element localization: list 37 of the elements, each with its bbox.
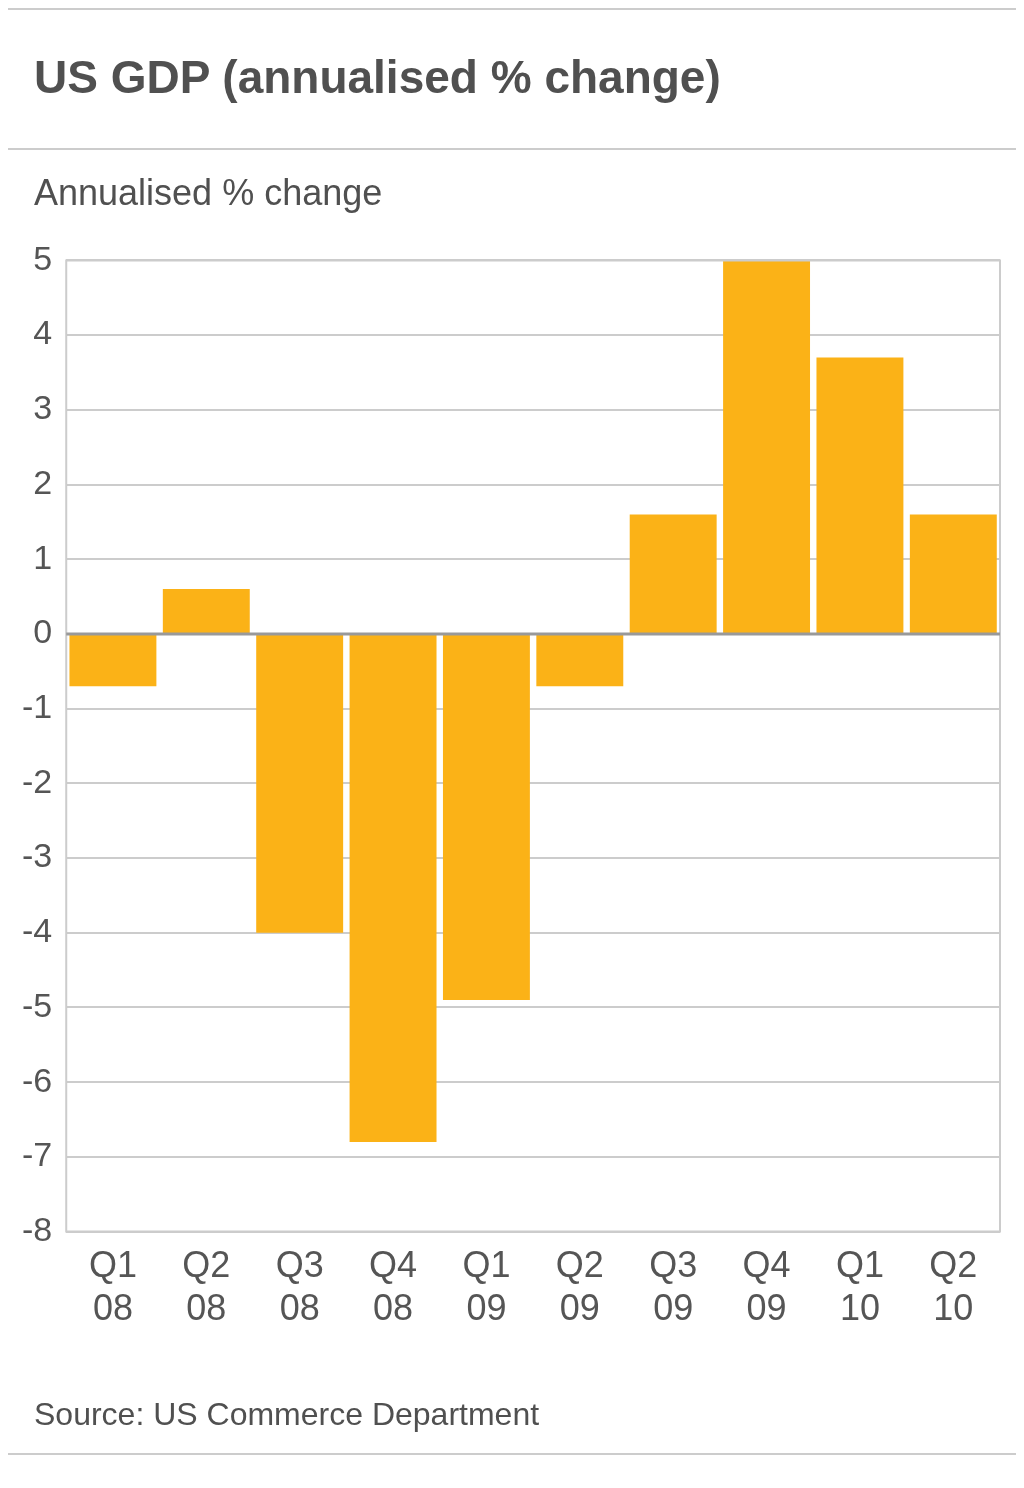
y-tick-label: -6: [22, 1060, 53, 1099]
bar: [69, 634, 157, 687]
y-axis-title: Annualised % change: [33, 171, 384, 214]
y-tick-label: 5: [33, 238, 53, 277]
x-tick-label: Q4 09: [742, 1244, 791, 1329]
y-tick-label: 1: [33, 537, 53, 576]
y-tick-label: -8: [22, 1209, 53, 1248]
bar: [723, 260, 811, 633]
y-tick-label: -4: [22, 911, 53, 950]
x-tick-label: Q3 09: [649, 1244, 698, 1329]
bar: [162, 589, 250, 633]
y-tick-label: -3: [22, 836, 53, 875]
x-tick-label: Q2 08: [182, 1244, 231, 1329]
y-tick-label: -2: [22, 761, 53, 800]
bar: [349, 634, 437, 1142]
x-tick-label: Q2 09: [555, 1244, 604, 1329]
bar: [256, 634, 344, 933]
bar: [909, 514, 997, 633]
x-tick-label: Q1 08: [88, 1244, 137, 1329]
x-tick-label: Q3 08: [275, 1244, 324, 1329]
bar: [629, 514, 717, 633]
y-tick-label: 2: [33, 462, 53, 501]
x-tick-label: Q2 10: [929, 1244, 978, 1329]
y-tick-label: -1: [22, 687, 53, 726]
y-tick-label: 0: [33, 612, 53, 651]
bar: [536, 634, 624, 687]
bar: [442, 634, 530, 1001]
y-tick-label: -5: [22, 985, 53, 1024]
y-tick-label: -7: [22, 1135, 53, 1174]
x-tick-label: Q1 10: [835, 1244, 884, 1329]
bar: [816, 357, 904, 633]
x-tick-label: Q4 08: [369, 1244, 418, 1329]
source-note: Source: US Commerce Department: [34, 1396, 541, 1433]
chart-title: US GDP (annualised % change): [8, 8, 1016, 150]
y-tick-label: 3: [33, 388, 53, 427]
y-tick-label: 4: [33, 313, 53, 352]
x-tick-label: Q1 09: [462, 1244, 511, 1329]
